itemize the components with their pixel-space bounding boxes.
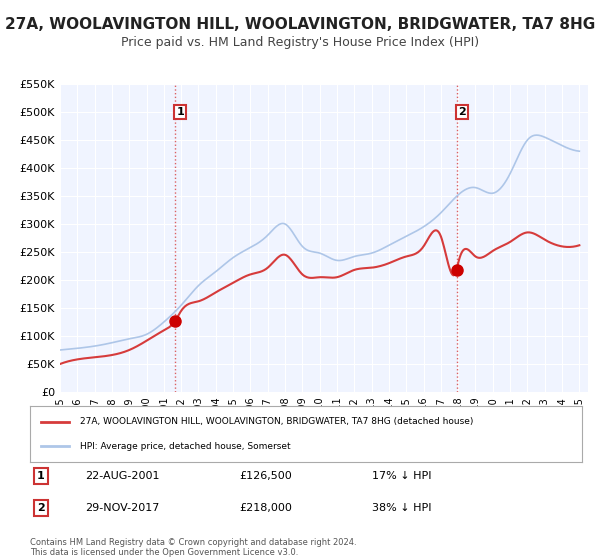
Text: 22-AUG-2001: 22-AUG-2001 [85, 471, 160, 481]
Text: 17% ↓ HPI: 17% ↓ HPI [372, 471, 432, 481]
Text: 38% ↓ HPI: 38% ↓ HPI [372, 503, 432, 513]
Text: 29-NOV-2017: 29-NOV-2017 [85, 503, 160, 513]
Text: 2: 2 [37, 503, 45, 513]
Text: HPI: Average price, detached house, Somerset: HPI: Average price, detached house, Some… [80, 442, 290, 451]
Text: £126,500: £126,500 [240, 471, 293, 481]
Text: Price paid vs. HM Land Registry's House Price Index (HPI): Price paid vs. HM Land Registry's House … [121, 36, 479, 49]
Text: 2: 2 [458, 107, 466, 117]
Text: 1: 1 [176, 107, 184, 117]
Text: 1: 1 [37, 471, 45, 481]
Text: £218,000: £218,000 [240, 503, 293, 513]
Text: 27A, WOOLAVINGTON HILL, WOOLAVINGTON, BRIDGWATER, TA7 8HG (detached house): 27A, WOOLAVINGTON HILL, WOOLAVINGTON, BR… [80, 417, 473, 426]
Text: 27A, WOOLAVINGTON HILL, WOOLAVINGTON, BRIDGWATER, TA7 8HG: 27A, WOOLAVINGTON HILL, WOOLAVINGTON, BR… [5, 17, 595, 32]
Text: Contains HM Land Registry data © Crown copyright and database right 2024.
This d: Contains HM Land Registry data © Crown c… [30, 538, 356, 557]
